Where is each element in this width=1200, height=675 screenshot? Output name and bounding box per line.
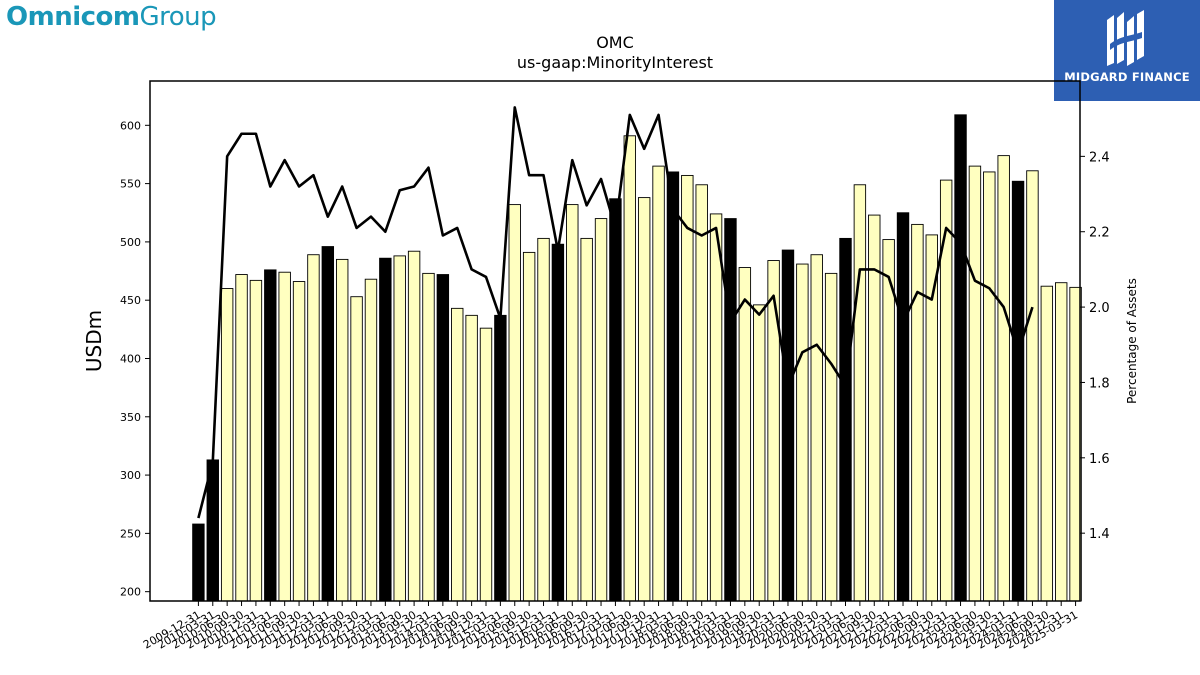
bar-2021-03-31 [839,237,852,602]
bar-2016-09-30 [580,237,593,602]
omnicom-group-logo: OmnicomGroup [6,2,217,32]
bar-2018-06-30 [681,174,694,602]
bar-2024-06-30 [1026,170,1039,602]
left-axis-ticks: 200 250 300 350 400 450 500 550 600 [120,119,150,599]
bar-2016-06-30 [566,204,579,602]
bar-2011-12-31 [307,254,320,602]
chart-title: OMC [596,33,634,52]
bar-2010-12-31 [249,279,263,602]
y-tick-label: 550 [120,178,141,191]
bar-2012-09-30 [350,296,363,602]
bar-2009-12-31 [192,523,205,602]
bars [192,114,1082,602]
bar-2014-09-30 [465,314,478,602]
bar-2015-06-30 [508,204,521,602]
bar-2016-12-31 [594,218,608,602]
bar-2023-09-30 [983,171,996,602]
y-tick-label: 300 [120,469,141,482]
bar-2016-03-31 [551,243,565,602]
bar-2017-06-30 [623,135,636,602]
midgard-finance-logo: MIDGARD FINANCE [1054,0,1200,101]
bar-2012-12-31 [364,278,378,602]
bar-2013-03-31 [379,257,392,602]
bar-2017-12-31 [652,165,665,602]
y2-tick-label: 1.6 [1089,452,1110,467]
bar-2015-09-30 [522,251,536,602]
bar-2020-09-30 [810,254,823,602]
chart-subtitle: us-gaap:MinorityInterest [517,53,713,72]
watermark-text: MIDGARD FINANCE [1064,70,1190,84]
bar-2020-12-31 [824,272,838,602]
bar-2018-12-31 [709,213,723,602]
y-tick-label: 500 [120,236,141,249]
bar-2019-06-30 [738,267,752,602]
y-tick-label: 350 [120,411,141,424]
percentage-of-assets-line [197,106,1034,519]
bar-2010-06-30 [220,288,234,602]
y-tick-label: 600 [120,119,141,132]
bar-2019-09-30 [753,304,766,602]
plot-frame [149,80,1081,602]
bar-2013-09-30 [407,250,421,602]
bar-2022-03-31 [896,212,910,602]
bar-2015-12-31 [537,237,550,602]
y-tick-label: 450 [120,294,141,307]
bar-2018-09-30 [695,184,708,602]
y2-axis-label: Percentage of Assets [1125,278,1139,404]
bar-2012-03-31 [321,246,335,602]
y2-tick-label: 1.8 [1089,376,1110,391]
bar-2015-03-31 [494,314,507,602]
bar-2014-12-31 [479,327,493,602]
bar-2023-03-31 [954,114,967,602]
bar-2024-09-30 [1040,285,1054,602]
bar-2017-03-31 [609,198,622,602]
y2-tick-label: 2.0 [1089,301,1110,316]
bar-2011-09-30 [292,281,306,602]
bar-2019-12-31 [767,260,780,602]
y-tick-label: 200 [120,586,141,599]
x-axis-ticks: 2009-12-312010-03-312010-06-302010-09-30… [141,601,1080,652]
bar-2019-03-31 [724,218,737,602]
bar-2014-03-31 [436,274,450,602]
bar-2017-09-30 [637,197,651,602]
bar-2011-06-30 [278,271,291,602]
y2-tick-label: 2.2 [1089,226,1110,241]
y2-tick-label: 1.4 [1089,527,1110,542]
bar-2020-03-31 [781,249,795,602]
y-axis-label: USDm [82,310,106,372]
y-tick-label: 400 [120,352,141,365]
y-tick-label: 250 [120,527,141,540]
bar-2013-12-31 [422,272,435,602]
bar-2022-09-30 [925,234,938,602]
bar-2013-06-30 [393,255,406,602]
bar-2014-06-30 [451,307,464,602]
bar-2024-03-31 [1011,180,1025,602]
y2-tick-label: 2.4 [1089,150,1110,165]
right-axis-ticks: 1.4 1.6 1.8 2.0 2.2 2.4 [1080,150,1110,542]
bar-2021-06-30 [853,184,867,602]
percentage-line [197,106,1034,519]
bar-2022-06-30 [911,223,924,602]
bar-2011-03-31 [264,269,277,602]
bar-2023-06-30 [968,165,982,602]
bar-2023-12-31 [997,155,1010,602]
midgard-emblem-icon [1107,10,1144,66]
bar-2024-12-31 [1054,282,1068,602]
bar-2012-06-30 [336,258,349,602]
bar-2010-09-30 [235,274,248,602]
bar-2020-06-30 [796,263,809,602]
bar-2018-03-31 [666,171,680,602]
